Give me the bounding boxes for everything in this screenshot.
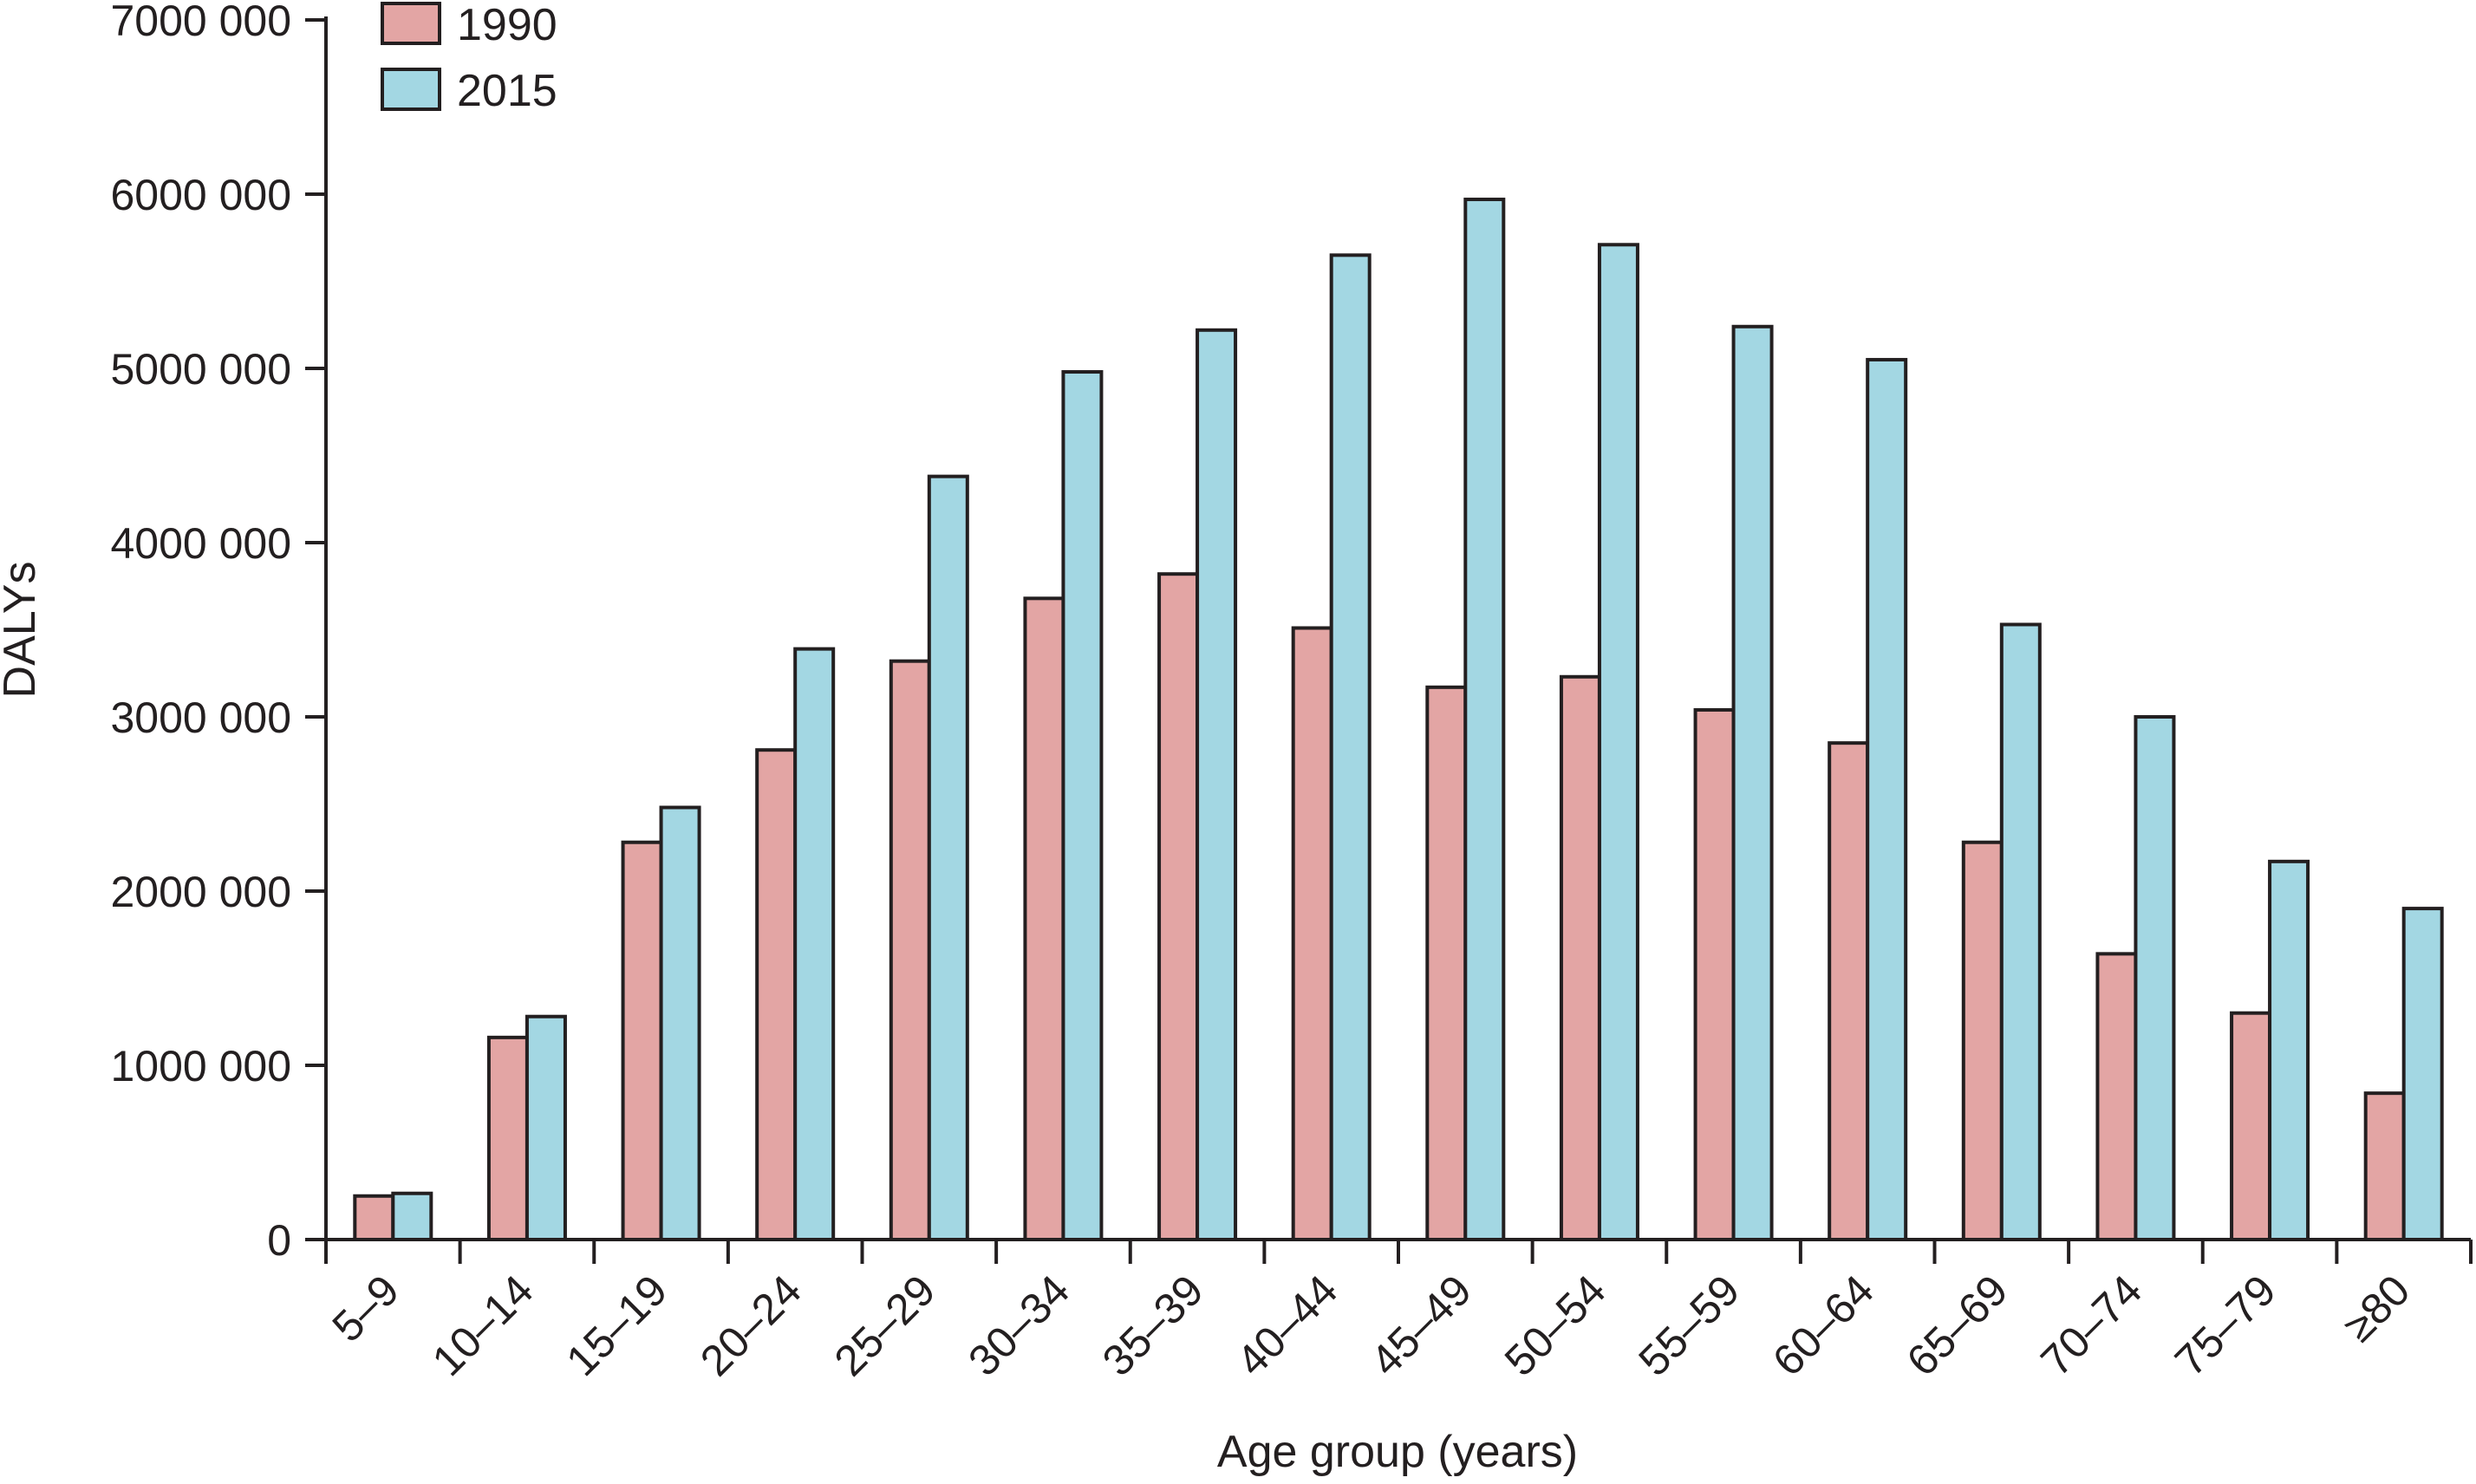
x-tick-label: 75–79	[2166, 1266, 2285, 1385]
y-tick-label: 3000 000	[110, 693, 291, 742]
x-tick-label: 70–74	[2031, 1266, 2151, 1385]
bar-2015-2	[525, 1014, 567, 1241]
legend-swatch-2015	[381, 68, 441, 111]
y-tick-label: 2000 000	[110, 868, 291, 916]
bar-1990-8	[1291, 626, 1333, 1241]
bar-1990-7	[1157, 572, 1200, 1241]
x-tick-label: 10–14	[423, 1266, 543, 1385]
x-tick-label: 35–39	[1093, 1266, 1213, 1385]
bar-2015-5	[927, 474, 969, 1241]
bar-1990-15	[2230, 1011, 2272, 1241]
x-tick-label: 55–59	[1629, 1266, 1749, 1385]
x-tick-label: 40–44	[1228, 1266, 1347, 1385]
bar-2015-10	[1597, 243, 1639, 1241]
bar-2015-6	[1061, 370, 1104, 1241]
bar-1990-12	[1828, 741, 1870, 1241]
bar-2015-3	[659, 805, 701, 1242]
y-axis-title: DALYs	[0, 562, 45, 699]
bar-1990-4	[755, 748, 798, 1241]
legend-label-1990: 1990	[457, 0, 557, 50]
y-tick-label: 6000 000	[110, 171, 291, 219]
x-tick-label: 25–29	[825, 1266, 945, 1385]
bar-2015-1	[391, 1191, 433, 1241]
y-tick-label: 7000 000	[110, 0, 291, 45]
x-tick-label: 50–54	[1495, 1266, 1615, 1385]
bar-1990-11	[1693, 707, 1736, 1241]
bar-1990-13	[1961, 840, 2004, 1241]
bar-2015-14	[2134, 715, 2176, 1241]
bar-2015-7	[1196, 328, 1238, 1241]
bar-2015-12	[1866, 357, 1908, 1241]
x-tick-label: 5–9	[323, 1266, 408, 1351]
x-axis-title: Age group (years)	[1217, 1427, 1578, 1477]
bar-2015-4	[793, 647, 836, 1241]
bar-1990-5	[889, 659, 931, 1241]
x-tick-label: ≥80	[2334, 1266, 2419, 1351]
bar-1990-10	[1559, 674, 1601, 1241]
bar-2015-13	[1999, 622, 2042, 1241]
legend: 1990 2015	[381, 0, 557, 116]
legend-swatch-1990	[381, 2, 441, 45]
bars	[353, 198, 2444, 1242]
bar-1990-9	[1425, 685, 1468, 1241]
x-tick-label: 20–24	[691, 1266, 811, 1385]
x-tick-label: 60–64	[1763, 1266, 1883, 1385]
x-tick-label: 65–69	[1898, 1266, 2017, 1385]
bar-2015-9	[1463, 198, 1506, 1241]
x-tick-label: 15–19	[557, 1266, 676, 1385]
bar-2015-8	[1329, 253, 1372, 1242]
bar-1990-1	[353, 1194, 395, 1241]
bar-2015-16	[2401, 907, 2444, 1241]
bar-1990-3	[621, 840, 663, 1241]
x-tick-label: 45–49	[1361, 1266, 1481, 1385]
bar-1990-6	[1023, 596, 1065, 1241]
bar-1990-2	[486, 1035, 529, 1241]
y-tick-label: 0	[267, 1216, 291, 1265]
y-tick-label: 5000 000	[110, 345, 291, 394]
bar-2015-15	[2268, 859, 2310, 1242]
bar-1990-14	[2095, 952, 2138, 1241]
bar-2015-11	[1731, 324, 1774, 1241]
x-tick-label: 30–34	[959, 1266, 1078, 1385]
y-tick-label: 1000 000	[110, 1042, 291, 1090]
y-tick-label: 4000 000	[110, 519, 291, 568]
legend-label-2015: 2015	[457, 66, 557, 116]
bar-1990-16	[2363, 1091, 2406, 1242]
